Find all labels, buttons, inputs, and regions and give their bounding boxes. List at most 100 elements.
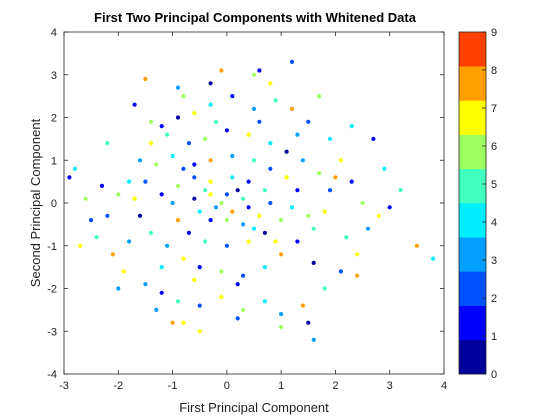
scatter-point bbox=[143, 179, 148, 184]
scatter-point bbox=[279, 218, 284, 223]
scatter-point bbox=[181, 94, 186, 99]
scatter-point bbox=[197, 303, 202, 308]
y-axis-ticks: -4 -3 -2 -1 0 1 2 3 4 bbox=[47, 27, 444, 381]
scatter-point bbox=[67, 175, 72, 180]
scatter-point bbox=[208, 158, 213, 163]
scatter-point bbox=[159, 265, 164, 270]
x-tick-label: -1 bbox=[168, 380, 178, 392]
scatter-point bbox=[338, 158, 343, 163]
scatter-point bbox=[268, 166, 273, 171]
scatter-point bbox=[230, 153, 235, 159]
colorbar-tick-label: 5 bbox=[491, 179, 497, 191]
colorbar-segment bbox=[459, 168, 486, 204]
scatter-point bbox=[257, 68, 262, 73]
y-tick-label: -4 bbox=[47, 369, 57, 381]
scatter-point bbox=[132, 196, 137, 201]
scatter-point bbox=[181, 166, 186, 171]
scatter-point bbox=[317, 171, 322, 176]
scatter-point bbox=[349, 124, 354, 129]
scatter-point bbox=[306, 119, 311, 124]
scatter-point bbox=[262, 265, 267, 270]
colorbar-tick-label: 1 bbox=[491, 331, 497, 343]
scatter-point bbox=[235, 188, 240, 193]
scatter-point bbox=[371, 136, 376, 141]
scatter-point bbox=[349, 179, 354, 184]
scatter-point bbox=[235, 282, 240, 287]
scatter-point bbox=[224, 192, 229, 197]
colorbar-tick-label: 7 bbox=[491, 103, 497, 115]
scatter-point bbox=[89, 218, 94, 223]
y-tick-label: -1 bbox=[47, 241, 57, 253]
scatter-point bbox=[246, 179, 251, 184]
scatter-point bbox=[154, 307, 159, 312]
scatter-point bbox=[159, 192, 164, 197]
scatter-point bbox=[268, 81, 273, 86]
y-tick-label: 4 bbox=[51, 27, 57, 39]
scatter-point bbox=[327, 136, 333, 141]
scatter-point bbox=[170, 320, 175, 325]
scatter-point bbox=[127, 239, 132, 244]
scatter-point bbox=[300, 158, 305, 163]
y-tick-label: 2 bbox=[51, 113, 57, 125]
scatter-point bbox=[148, 230, 153, 235]
colorbar-segment bbox=[459, 305, 486, 341]
scatter-point bbox=[241, 307, 246, 312]
colorbar-frame bbox=[458, 31, 487, 375]
scatter-point bbox=[72, 166, 77, 171]
y-tick-label: -2 bbox=[47, 284, 57, 296]
scatter-point bbox=[94, 235, 99, 240]
x-tick-label: 2 bbox=[332, 380, 338, 392]
scatter-point bbox=[262, 230, 267, 235]
scatter-point bbox=[257, 213, 262, 218]
x-tick-label: -2 bbox=[113, 380, 123, 392]
scatter-point bbox=[360, 200, 365, 206]
scatter-point bbox=[159, 124, 164, 129]
scatter-point bbox=[224, 128, 229, 133]
scatter-point bbox=[273, 239, 278, 244]
colorbar-tick-label: 6 bbox=[491, 141, 497, 153]
scatter-point bbox=[241, 273, 246, 278]
scatter-point bbox=[213, 205, 219, 210]
scatter-point bbox=[251, 158, 257, 163]
scatter-point bbox=[431, 256, 436, 261]
scatter-point bbox=[154, 162, 159, 167]
scatter-point bbox=[105, 213, 110, 218]
scatter-point bbox=[295, 132, 300, 137]
scatter-point bbox=[289, 205, 295, 210]
scatter-point bbox=[192, 162, 197, 167]
scatter-point bbox=[175, 85, 181, 90]
scatter-point bbox=[230, 175, 235, 180]
colorbar-tick-label: 0 bbox=[491, 369, 497, 381]
scatter-point bbox=[121, 269, 126, 274]
scatter-point bbox=[159, 290, 164, 295]
scatter-point bbox=[224, 218, 229, 223]
scatter-point bbox=[295, 239, 300, 244]
scatter-point bbox=[224, 243, 229, 248]
scatter-point bbox=[181, 320, 186, 325]
scatter-point bbox=[127, 179, 132, 184]
scatter-point bbox=[289, 59, 295, 64]
scatter-point bbox=[148, 119, 153, 124]
scatter-point bbox=[203, 188, 208, 193]
scatter-point bbox=[175, 299, 181, 304]
x-axis-label: First Principal Component bbox=[179, 400, 329, 415]
scatter-point bbox=[116, 192, 121, 197]
scatter-point bbox=[311, 260, 316, 265]
y-tick-label: 3 bbox=[51, 70, 57, 82]
colorbar-tick-label: 3 bbox=[491, 255, 497, 267]
colorbar-segment bbox=[459, 339, 486, 375]
scatter-point bbox=[398, 188, 403, 193]
x-tick-label: 0 bbox=[224, 380, 230, 392]
scatter-point bbox=[387, 205, 392, 210]
scatter-point bbox=[148, 141, 153, 146]
scatter-point bbox=[99, 183, 105, 188]
scatter-point bbox=[317, 94, 322, 99]
scatter-point bbox=[137, 158, 143, 163]
colorbar: 0 1 2 3 4 5 6 7 8 9 bbox=[458, 27, 497, 381]
scatter-point bbox=[365, 226, 371, 231]
colorbar-tick-label: 8 bbox=[491, 65, 497, 77]
scatter-point bbox=[208, 179, 213, 184]
scatter-point bbox=[208, 218, 213, 223]
scatter-point bbox=[268, 200, 273, 206]
